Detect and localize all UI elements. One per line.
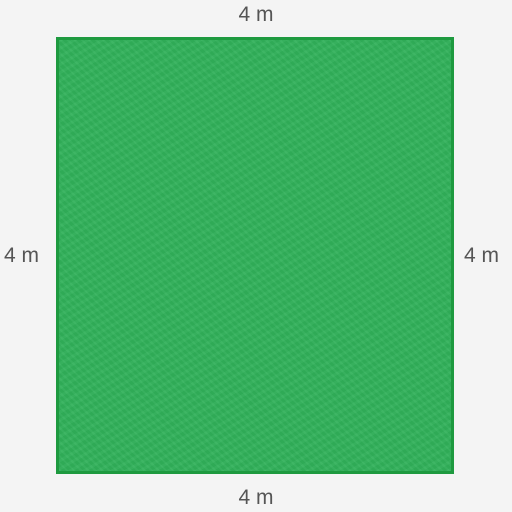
bottom-side-length-label: 4 m — [238, 486, 274, 509]
right-side-length-label: 4 m — [464, 244, 500, 267]
top-side-length-label: 4 m — [238, 3, 274, 26]
green-square — [56, 37, 454, 474]
left-side-length-label: 4 m — [4, 244, 40, 267]
